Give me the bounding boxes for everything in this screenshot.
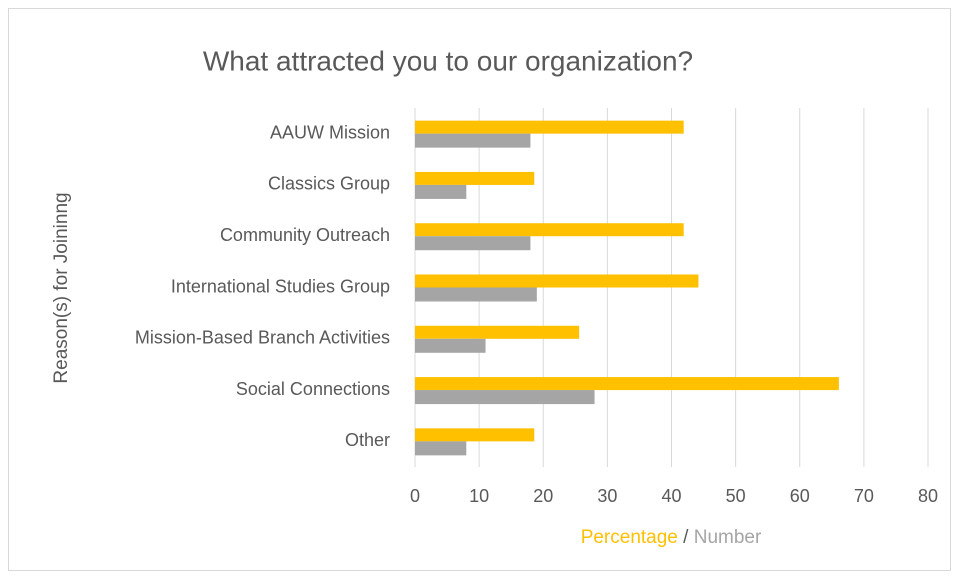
x-tick-label: 80 [918,486,938,506]
x-tick-label: 10 [469,486,489,506]
bar [415,171,535,185]
y-tick-label: Other [345,430,390,450]
bar [415,120,684,134]
y-axis-label: Reason(s) for Joininng [51,192,72,383]
y-tick-label: Community Outreach [220,225,390,245]
x-tick-label: 60 [790,486,810,506]
bar [415,236,531,251]
bar [415,274,699,288]
chart-title: What attracted you to our organization? [203,45,693,76]
x-tick-label: 40 [661,486,681,506]
bar [415,428,535,442]
bar [415,184,467,199]
bar [415,287,537,302]
x-tick-label: 70 [854,486,874,506]
bar [415,325,580,339]
y-tick-label: Classics Group [268,174,390,194]
bar [415,338,486,353]
bar [415,390,595,405]
x-tick-label: 30 [597,486,617,506]
y-tick-label: Mission-Based Branch Activities [135,328,390,348]
x-tick-label: 20 [533,486,553,506]
x-label-separator: / [683,527,689,548]
y-tick-label: AAUW Mission [270,122,390,142]
bar [415,133,531,148]
y-tick-label: International Studies Group [171,276,390,296]
x-label-part: Percentage [581,527,678,548]
bar [415,223,684,237]
bar [415,441,467,456]
x-axis-label: Percentage / Number [581,527,762,548]
x-tick-label: 50 [726,486,746,506]
bar [415,377,839,391]
x-tick-label: 0 [410,486,420,506]
x-label-part: Number [694,527,762,548]
y-tick-label: Social Connections [236,379,390,399]
